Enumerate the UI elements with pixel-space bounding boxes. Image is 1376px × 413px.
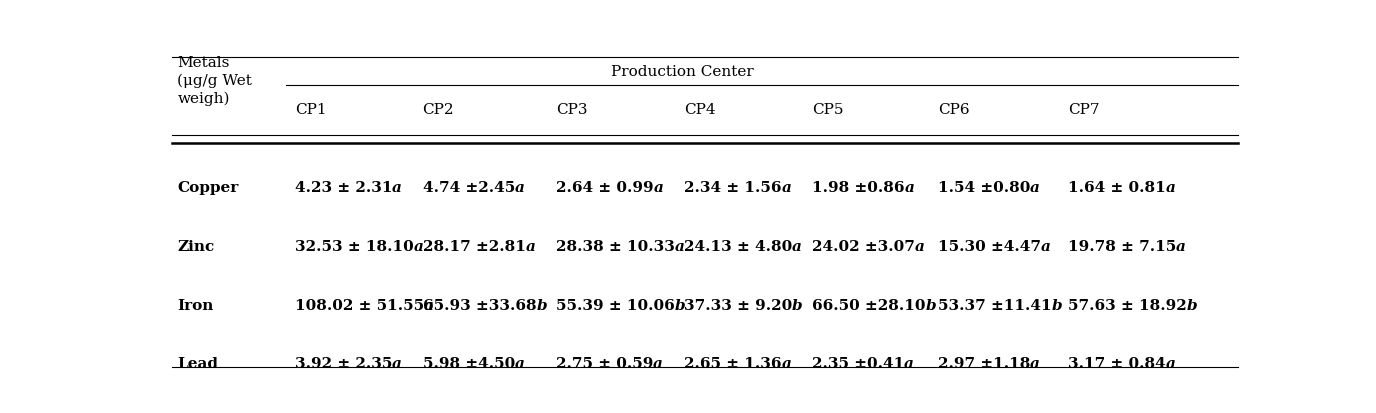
Text: 3.17 ± 0.84: 3.17 ± 0.84: [1068, 356, 1165, 370]
Text: a: a: [392, 181, 402, 195]
Text: a: a: [392, 356, 402, 370]
Text: a: a: [413, 240, 424, 254]
Text: a: a: [1176, 240, 1186, 254]
Text: b: b: [925, 299, 936, 313]
Text: b: b: [537, 299, 546, 313]
Text: 2.34 ± 1.56: 2.34 ± 1.56: [684, 181, 782, 195]
Text: a: a: [1040, 240, 1050, 254]
Text: 24.13 ± 4.80: 24.13 ± 4.80: [684, 240, 793, 254]
Text: CP5: CP5: [812, 103, 843, 117]
Text: a: a: [515, 181, 524, 195]
Text: a: a: [654, 356, 663, 370]
Text: a: a: [904, 181, 914, 195]
Text: a: a: [424, 299, 433, 313]
Text: a: a: [515, 356, 524, 370]
Text: a: a: [1031, 356, 1040, 370]
Text: 19.78 ± 7.15: 19.78 ± 7.15: [1068, 240, 1176, 254]
Text: 55.39 ± 10.06: 55.39 ± 10.06: [556, 299, 674, 313]
Text: CP3: CP3: [556, 103, 588, 117]
Text: Iron: Iron: [178, 299, 213, 313]
Text: a: a: [915, 240, 925, 254]
Text: 4.74 ±2.45: 4.74 ±2.45: [422, 181, 515, 195]
Text: 4.23 ± 2.31: 4.23 ± 2.31: [294, 181, 392, 195]
Text: b: b: [1186, 299, 1197, 313]
Text: 66.50 ±28.10: 66.50 ±28.10: [812, 299, 925, 313]
Text: CP1: CP1: [294, 103, 326, 117]
Text: a: a: [526, 240, 535, 254]
Text: 28.17 ±2.81: 28.17 ±2.81: [422, 240, 526, 254]
Text: Production Center: Production Center: [611, 65, 754, 79]
Text: 1.64 ± 0.81: 1.64 ± 0.81: [1068, 181, 1165, 195]
Text: Zinc: Zinc: [178, 240, 215, 254]
Text: 32.53 ± 18.10: 32.53 ± 18.10: [294, 240, 413, 254]
Text: 2.64 ± 0.99: 2.64 ± 0.99: [556, 181, 654, 195]
Text: CP4: CP4: [684, 103, 716, 117]
Text: a: a: [1031, 181, 1040, 195]
Text: 53.37 ±11.41: 53.37 ±11.41: [937, 299, 1051, 313]
Text: a: a: [782, 356, 791, 370]
Text: 65.93 ±33.68: 65.93 ±33.68: [422, 299, 537, 313]
Text: Lead: Lead: [178, 356, 219, 370]
Text: 5.98 ±4.50: 5.98 ±4.50: [422, 356, 515, 370]
Text: 2.65 ± 1.36: 2.65 ± 1.36: [684, 356, 782, 370]
Text: 2.97 ±1.18: 2.97 ±1.18: [937, 356, 1031, 370]
Text: a: a: [1165, 356, 1175, 370]
Text: 2.75 ± 0.59: 2.75 ± 0.59: [556, 356, 654, 370]
Text: b: b: [1051, 299, 1062, 313]
Text: 2.35 ±0.41: 2.35 ±0.41: [812, 356, 904, 370]
Text: 1.54 ±0.80: 1.54 ±0.80: [937, 181, 1031, 195]
Text: a: a: [654, 181, 663, 195]
Text: 15.30 ±4.47: 15.30 ±4.47: [937, 240, 1040, 254]
Text: a: a: [1165, 181, 1175, 195]
Text: CP6: CP6: [937, 103, 969, 117]
Text: 1.98 ±0.86: 1.98 ±0.86: [812, 181, 904, 195]
Text: a: a: [793, 240, 802, 254]
Text: 57.63 ± 18.92: 57.63 ± 18.92: [1068, 299, 1186, 313]
Text: CP7: CP7: [1068, 103, 1099, 117]
Text: CP2: CP2: [422, 103, 454, 117]
Text: b: b: [674, 299, 685, 313]
Text: b: b: [793, 299, 802, 313]
Text: 3.92 ± 2.35: 3.92 ± 2.35: [294, 356, 392, 370]
Text: a: a: [904, 356, 914, 370]
Text: Copper: Copper: [178, 181, 238, 195]
Text: a: a: [674, 240, 685, 254]
Text: 24.02 ±3.07: 24.02 ±3.07: [812, 240, 915, 254]
Text: 28.38 ± 10.33: 28.38 ± 10.33: [556, 240, 674, 254]
Text: 37.33 ± 9.20: 37.33 ± 9.20: [684, 299, 793, 313]
Text: 108.02 ± 51.55: 108.02 ± 51.55: [294, 299, 424, 313]
Text: a: a: [782, 181, 791, 195]
Text: Metals
(μg/g Wet
weigh): Metals (μg/g Wet weigh): [178, 56, 252, 105]
